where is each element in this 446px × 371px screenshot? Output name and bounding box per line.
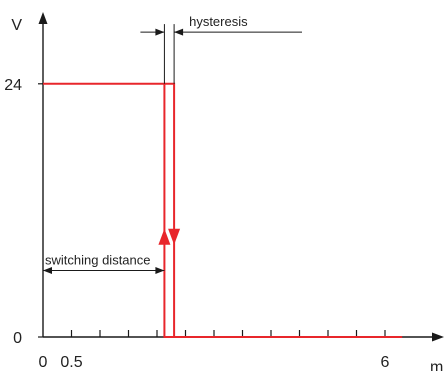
y-axis-title: V — [11, 17, 22, 34]
x-axis-title: m — [430, 359, 443, 371]
y-tick-label: 0 — [13, 330, 22, 347]
series-falling-arrowhead — [158, 228, 171, 245]
hysteresis-arrow-left — [155, 28, 165, 36]
x-tick-label: 0.5 — [60, 354, 82, 371]
series-layer — [43, 82, 403, 338]
series-falling-line — [43, 82, 403, 338]
label-layer: 0 0.5 6 0 24 Vm — [4, 17, 443, 371]
x-tick-label: 6 — [381, 354, 390, 371]
hysteresis-label: hysteresis — [189, 14, 248, 29]
y-tick-label: 24 — [4, 77, 22, 94]
series-rising-arrowhead — [168, 228, 181, 245]
switching-distance-arrow-left — [43, 267, 52, 275]
series-rising-line — [164, 82, 403, 338]
hysteresis-arrow-right — [174, 28, 184, 36]
switching-distance-label: switching distance — [45, 253, 151, 268]
x-tick-label: 0 — [39, 354, 48, 371]
axes — [38, 12, 444, 342]
x-axis-arrowhead — [432, 332, 444, 342]
switching-distance-arrow-right — [155, 267, 165, 275]
annotation-layer: switching distance hysteresis — [43, 14, 302, 275]
y-axis-arrowhead — [38, 12, 48, 24]
